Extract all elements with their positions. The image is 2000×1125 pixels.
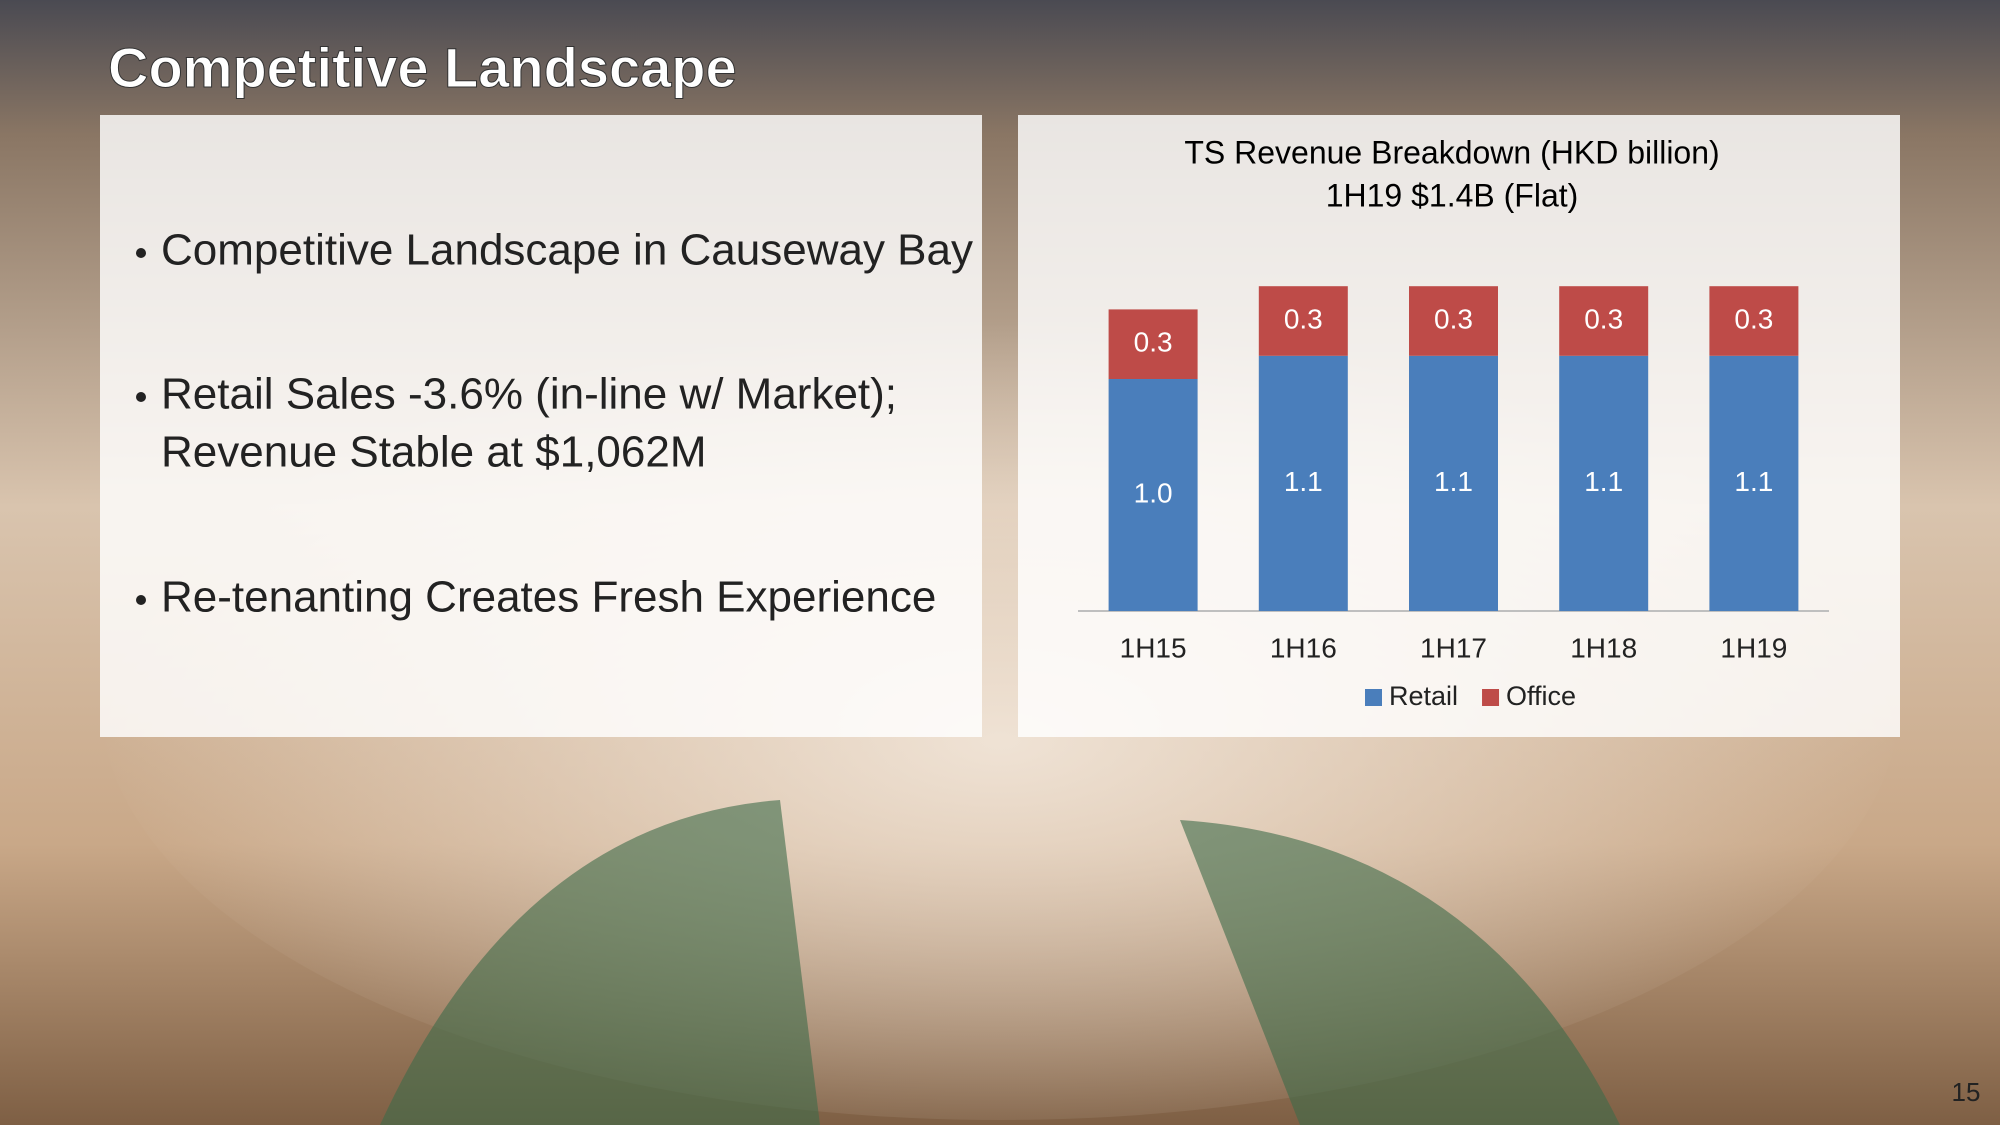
bar-segment (1709, 286, 1799, 356)
bar-segment (1409, 355, 1498, 611)
legend-swatch (1365, 689, 1382, 706)
x-tick-label: 1H18 (1570, 632, 1637, 663)
x-tick-label: 1H17 (1420, 632, 1487, 663)
bar-segment (1709, 355, 1799, 611)
data-label: 1.1 (1734, 466, 1773, 497)
legend-label: Retail (1389, 681, 1458, 711)
x-tick-label: 1H16 (1270, 632, 1337, 663)
bullet-text: Re-tenanting Creates Fresh Experience (161, 573, 936, 622)
legend-swatch (1482, 689, 1500, 706)
data-label: 1.1 (1434, 466, 1473, 497)
slide-title: Competitive Landscape (108, 36, 737, 99)
data-label: 1.0 (1134, 477, 1173, 508)
bar-segment (1409, 286, 1498, 356)
data-label: 0.3 (1434, 303, 1473, 334)
bullet-text: Revenue Stable at $1,062M (161, 428, 707, 477)
bullet-dot (136, 595, 146, 605)
text-panel (100, 115, 982, 737)
bar-segment (1559, 286, 1649, 356)
escalator-left (380, 800, 820, 1125)
bar-segment (1258, 355, 1348, 611)
bar-segment (1559, 355, 1649, 611)
data-label: 1.1 (1584, 466, 1623, 497)
escalator-right (1180, 820, 1620, 1125)
x-tick-label: 1H15 (1120, 632, 1187, 663)
x-tick-label: 1H19 (1720, 632, 1787, 663)
data-label: 1.1 (1284, 466, 1323, 497)
chart: 1.0 0.3 1H15 1.1 0.3 1H16 1.1 0.3 1H17 1.1 0.3 1H18… (1108, 286, 1799, 711)
bar-segment (1108, 379, 1198, 611)
bar-segment (1258, 286, 1348, 356)
bullet-text: Competitive Landscape in Causeway Bay (161, 226, 973, 275)
bar-segment (1108, 309, 1198, 379)
data-label: 0.3 (1734, 303, 1773, 334)
bullet-list: Competitive Landscape in Causeway Bay Ret… (136, 226, 973, 622)
data-label: 0.3 (1584, 303, 1623, 334)
bullet-dot (136, 392, 146, 402)
data-label: 0.3 (1284, 303, 1323, 334)
chart-subtitle: 1H19 $1.4B (Flat) (1326, 177, 1579, 213)
chart-title: TS Revenue Breakdown (HKD billion) (1184, 134, 1719, 170)
bullet-text: Retail Sales -3.6% (in-line w/ Market); (161, 370, 897, 419)
bullet-dot (136, 248, 146, 258)
data-label: 0.3 (1134, 327, 1173, 358)
page-number: 15 (1952, 1077, 1981, 1107)
legend-label: Office (1506, 681, 1576, 711)
